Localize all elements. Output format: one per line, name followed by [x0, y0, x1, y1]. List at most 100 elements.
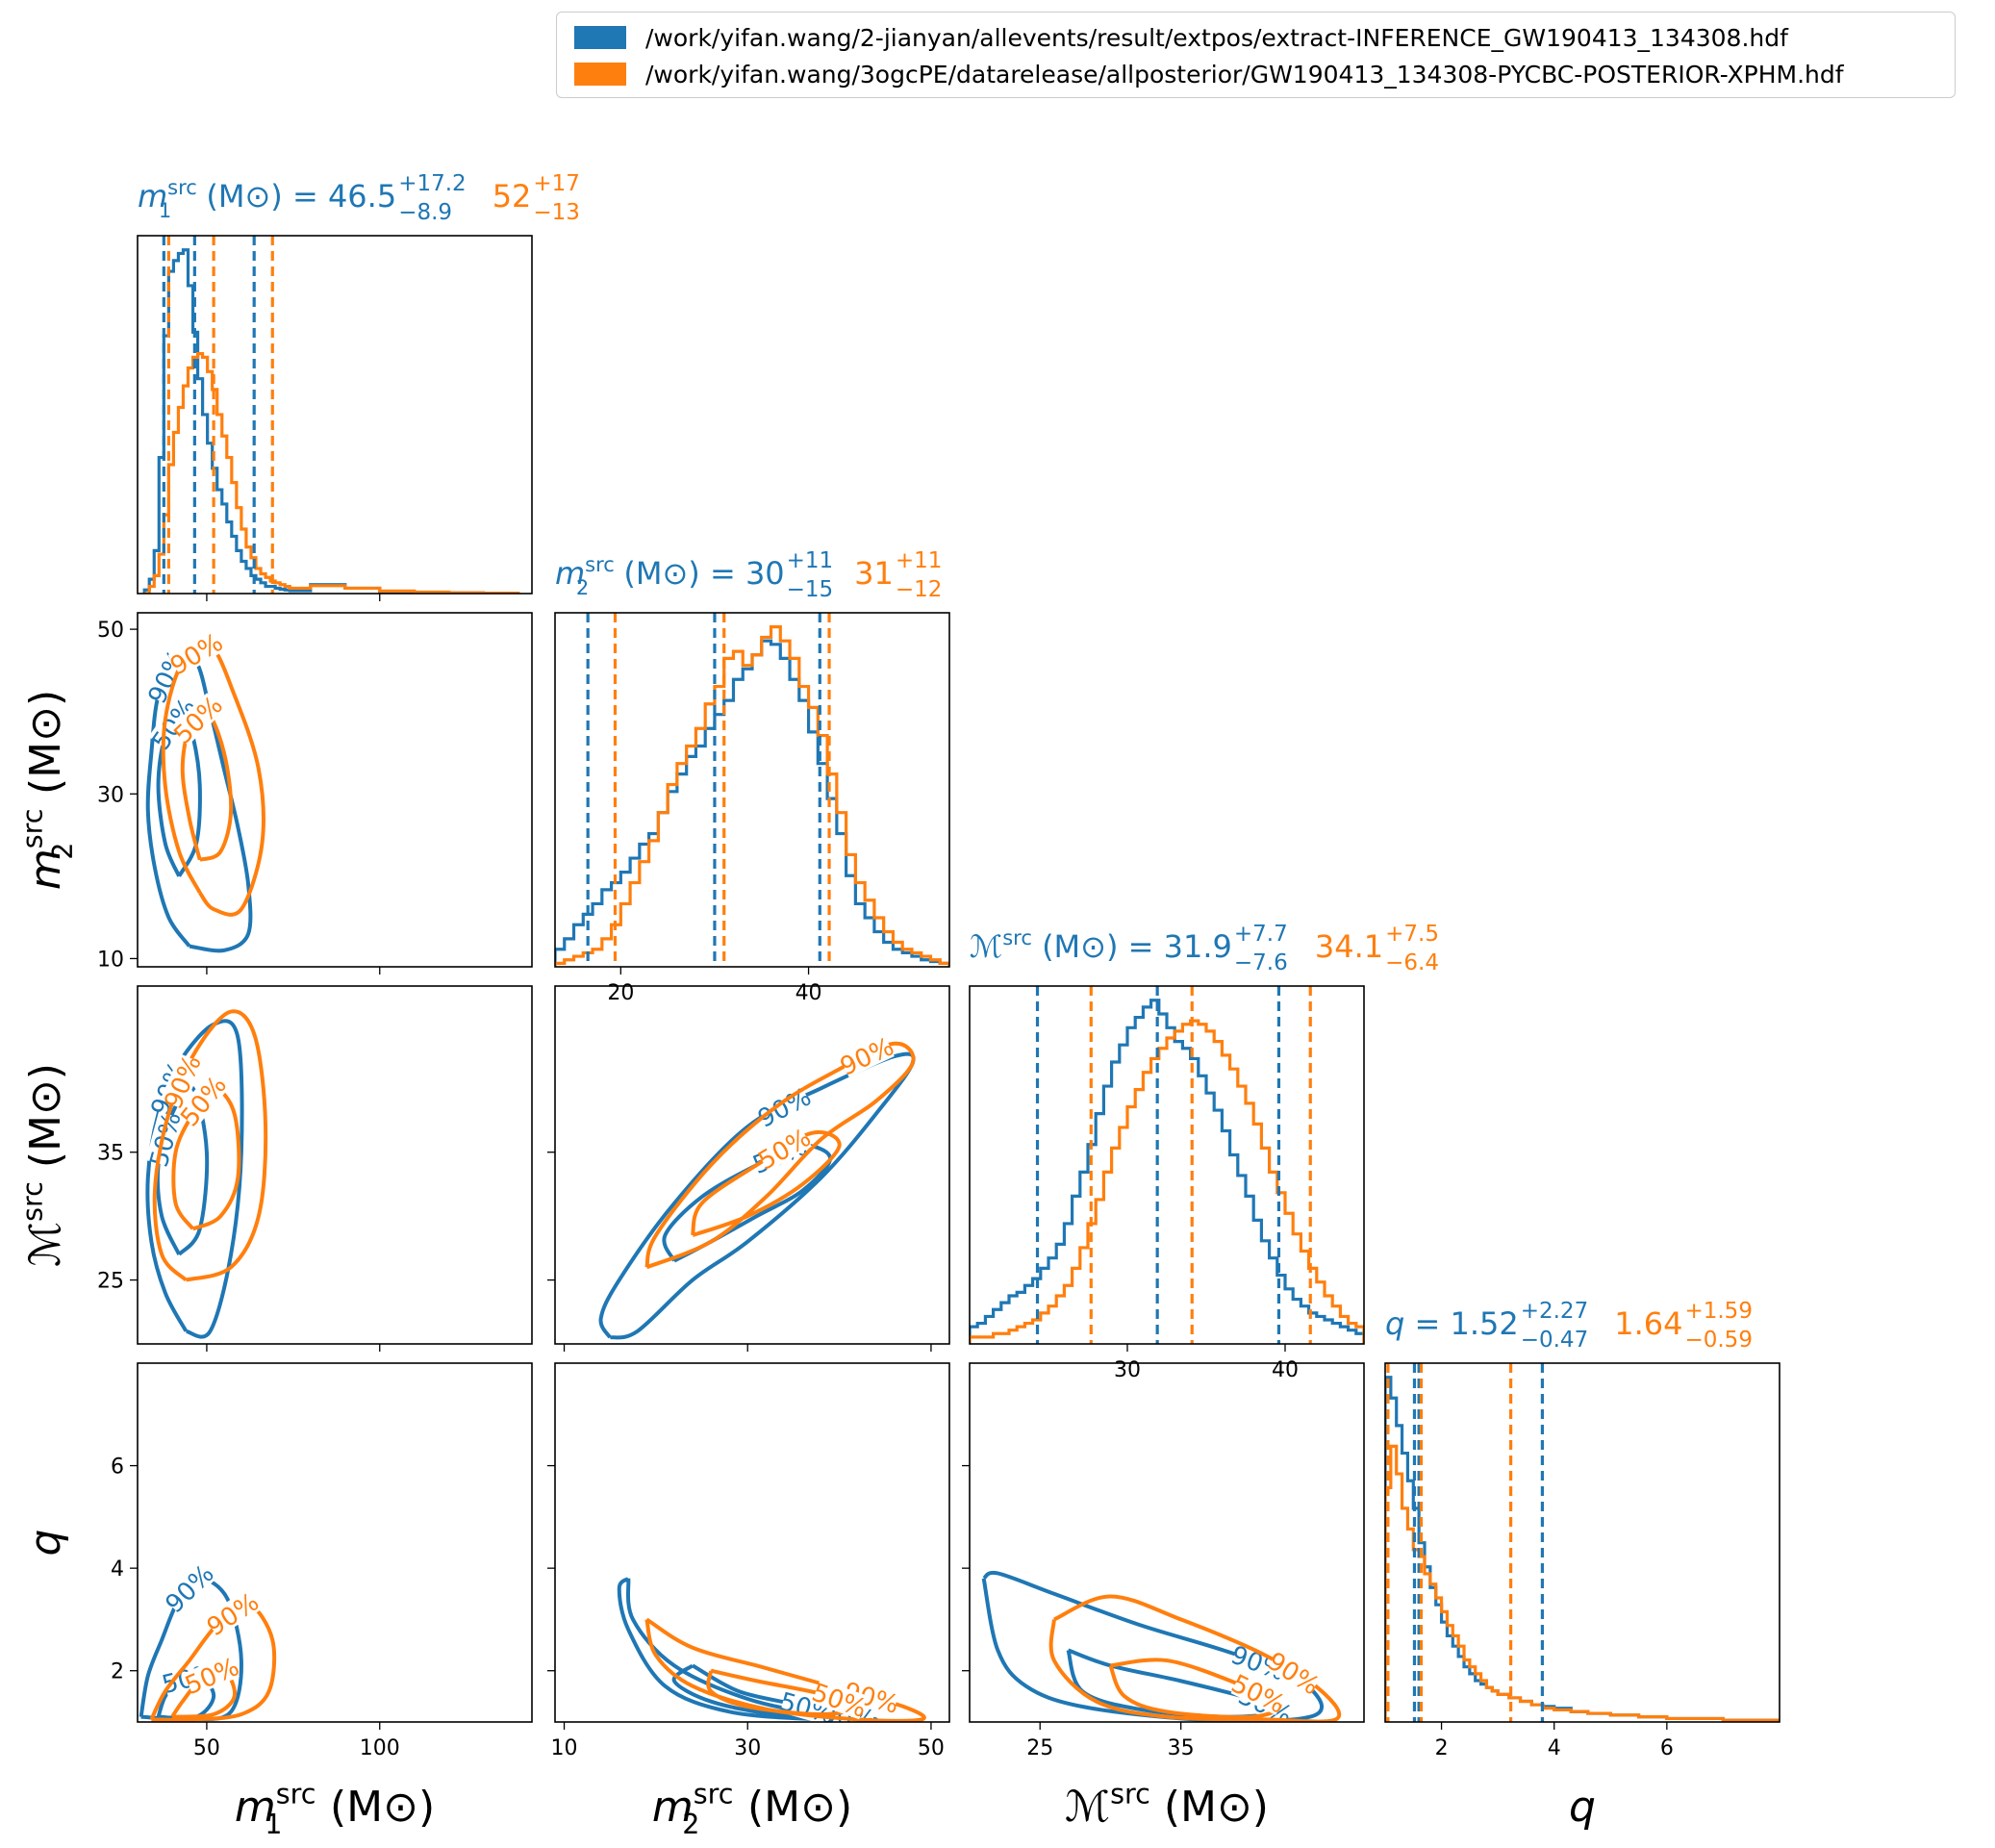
- legend-entry: /work/yifan.wang/2-jianyan/allevents/res…: [574, 20, 1788, 55]
- contour-label-bg: [755, 1125, 812, 1172]
- title-orange-minus: −0.59: [1684, 1328, 1752, 1353]
- diag-panel-q: 2 4 6 q = 1.52 +2.27 −0.47 1.64 +1.59 −0.59: [1384, 1299, 1780, 1760]
- contour-label-bg: [204, 1589, 261, 1638]
- title-orange-plus: +17: [533, 171, 580, 196]
- title-orange-plus: +1.59: [1684, 1299, 1752, 1324]
- diag-panel-Mchirp_src: 30 40 ℳsrc (M⊙) = 31.9 +7.7 −7.6 34.1 +7.5 −6.4: [969, 922, 1439, 1382]
- histogram-orange: [1385, 1444, 1780, 1722]
- y-tick-label: 2: [111, 1660, 124, 1684]
- contour-blue-90pct: [598, 1051, 916, 1340]
- title-blue-minus: −8.9: [398, 200, 452, 225]
- contour-label: 90%: [836, 1032, 898, 1082]
- contour-label-bg: [160, 1053, 204, 1110]
- title-orange: 34.1: [1315, 928, 1383, 965]
- title-blue-plus: +2.27: [1521, 1299, 1588, 1324]
- x-tick-label: 6: [1660, 1736, 1674, 1760]
- contour-label-bg: [183, 1654, 240, 1697]
- histogram-area: [142, 236, 520, 594]
- contour-orange-90pct: [644, 1041, 916, 1270]
- x-tick-label: 50: [918, 1736, 945, 1760]
- contour-label-bg: [1230, 1670, 1287, 1715]
- contour-label-bg: [812, 1679, 868, 1720]
- x-axis-label-q: q: [1569, 1783, 1596, 1832]
- contour-label-bg: [167, 629, 224, 677]
- contour-orange-90pct: [1048, 1594, 1342, 1722]
- title-orange: 1.64: [1614, 1305, 1682, 1342]
- y-tick-label: 50: [97, 619, 124, 643]
- x-tick-label: 35: [1168, 1736, 1195, 1760]
- histogram-orange: [555, 625, 949, 967]
- contour-area: 90%50%90%50%: [145, 1009, 268, 1339]
- legend: /work/yifan.wang/2-jianyan/allevents/res…: [556, 12, 1956, 98]
- x-tick-label: 25: [1026, 1736, 1053, 1760]
- contour-area: 90%50%90%50%: [139, 1559, 277, 1722]
- title-orange-minus: −6.4: [1385, 950, 1439, 975]
- panel-frame: [137, 612, 533, 968]
- panel-frame: [969, 985, 1365, 1345]
- contour-panel-q-vs-m1_src: 90%50%90%50% 50 100 2 4 6: [111, 1362, 533, 1760]
- y-axis-label-q: q: [21, 1530, 70, 1557]
- title-blue-minus: −15: [787, 577, 834, 602]
- title-orange-minus: −13: [533, 200, 580, 225]
- contour-panel-Mchirp_src-vs-m1_src: 90%50%90%50% 25 35: [97, 985, 533, 1352]
- y-tick-label: 4: [111, 1557, 124, 1582]
- legend-label: /work/yifan.wang/3ogcPE/datarelease/allp…: [645, 60, 1844, 89]
- x-tick-label: 30: [1114, 1358, 1141, 1382]
- histogram-blue: [970, 999, 1364, 1344]
- histogram-area: [970, 986, 1364, 1344]
- contour-orange-50pct: [691, 1130, 842, 1237]
- title-blue: msrc 1 (M⊙) = 46.5: [138, 176, 396, 222]
- title-blue-minus: −7.6: [1234, 950, 1288, 975]
- contour-label: 90%: [161, 1559, 220, 1619]
- title-orange-plus: +11: [896, 548, 943, 573]
- y-tick-label: 10: [97, 948, 124, 972]
- title-blue-minus: −0.47: [1521, 1328, 1588, 1353]
- contour-label-bg: [1266, 1648, 1323, 1697]
- histogram-area: [555, 613, 949, 967]
- x-tick-label: 4: [1548, 1736, 1561, 1760]
- title-blue: msrc 2 (M⊙) = 30: [555, 553, 785, 599]
- panel-frame: [554, 1362, 950, 1723]
- title-orange-plus: +7.5: [1385, 922, 1439, 947]
- y-axis-label-Mchirp_src: ℳsrc (M⊙): [16, 1063, 70, 1267]
- x-axis-label-m1_src: msrc 1 (M⊙): [235, 1778, 435, 1841]
- y-tick-label: 25: [97, 1270, 124, 1294]
- contour-panel-q-vs-m2_src: 90%50% 90%50% 10 30 50: [547, 1362, 950, 1760]
- legend-swatch-blue: [574, 26, 626, 49]
- contour-area: 90%50%90%50%: [143, 628, 265, 953]
- legend-entry: /work/yifan.wang/3ogcPE/datarelease/allp…: [574, 57, 1844, 91]
- histogram-area: [1385, 1363, 1780, 1722]
- contour-label-bg: [838, 1033, 895, 1077]
- contour-blue-50pct: [662, 1144, 833, 1263]
- x-tick-label: 40: [1272, 1358, 1299, 1382]
- contour-panel-m2_src-vs-m1_src: 90%50%90%50% 10 30 50: [97, 612, 533, 975]
- contour-label: 90%: [165, 628, 228, 681]
- panel-frame: [1384, 1362, 1780, 1723]
- title-blue-plus: +11: [787, 548, 834, 573]
- panel-frame: [137, 985, 533, 1345]
- contour-label: 90%: [753, 1082, 816, 1133]
- x-tick-label: 100: [360, 1736, 400, 1760]
- histogram-blue: [142, 248, 520, 594]
- x-axis-label-Mchirp_src: ℳsrc (M⊙): [1065, 1778, 1269, 1832]
- title-blue-plus: +17.2: [398, 171, 466, 196]
- title-orange-minus: −12: [896, 577, 943, 602]
- contour-area: 90%50%90%50%: [617, 1577, 926, 1722]
- x-tick-label: 50: [193, 1736, 220, 1760]
- y-axis-label-m2_src: msrc2 (M⊙): [16, 690, 80, 890]
- contour-panel-Mchirp_src-vs-m2_src: 90%50%90%50%: [547, 985, 950, 1352]
- diag-title-m2_src: msrc 2 (M⊙) = 30 +11−15 31 +11−12: [555, 548, 942, 602]
- contour-label-bg: [145, 1111, 184, 1167]
- y-tick-label: 35: [97, 1142, 124, 1166]
- contour-orange-90pct: [161, 642, 265, 917]
- x-axis-label-m2_src: msrc 2 (M⊙): [652, 1778, 852, 1841]
- contour-label-bg: [170, 693, 225, 746]
- x-tick-label: 20: [607, 981, 634, 1005]
- panel-frame: [554, 985, 950, 1345]
- diag-title-m1_src: msrc 1 (M⊙) = 46.5 +17.2 −8.9 52 +17 −13: [138, 171, 580, 225]
- contour-orange-50pct: [1108, 1658, 1282, 1719]
- title-blue: q = 1.52: [1385, 1305, 1519, 1342]
